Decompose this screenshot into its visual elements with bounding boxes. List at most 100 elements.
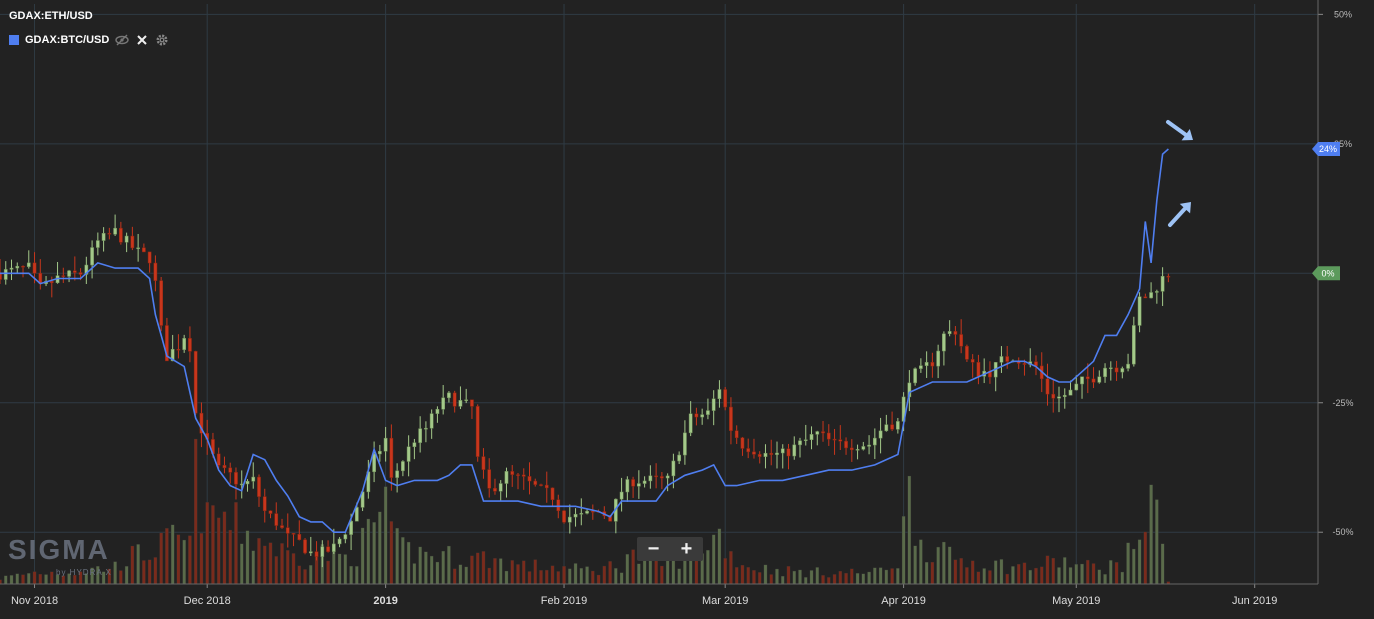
candle bbox=[896, 421, 900, 430]
volume-bar bbox=[1132, 548, 1136, 585]
volume-bar bbox=[930, 561, 935, 585]
volume-bar bbox=[182, 539, 186, 585]
volume-bar bbox=[746, 567, 750, 585]
volume-bar bbox=[263, 545, 267, 585]
last-value-text: 24% bbox=[1319, 144, 1337, 154]
volume-bar bbox=[113, 561, 117, 585]
volume-bar bbox=[562, 566, 566, 585]
candle bbox=[470, 399, 474, 407]
x-tick-label: Mar 2019 bbox=[702, 595, 748, 607]
candle bbox=[1080, 376, 1084, 385]
volume-bar bbox=[1120, 571, 1125, 585]
candle bbox=[642, 480, 647, 484]
volume-bar bbox=[1097, 569, 1102, 585]
candle bbox=[976, 362, 981, 377]
volume-bar bbox=[827, 577, 831, 585]
volume-bar bbox=[326, 560, 330, 585]
zoom-out-button[interactable]: − bbox=[647, 538, 660, 560]
close-icon[interactable] bbox=[135, 33, 149, 47]
volume-bar bbox=[378, 511, 382, 585]
volume-bar bbox=[498, 558, 503, 585]
candle bbox=[228, 467, 233, 473]
candle bbox=[780, 448, 785, 454]
volume-bar bbox=[757, 572, 762, 585]
volume-bar bbox=[21, 574, 25, 585]
candle bbox=[809, 434, 814, 440]
candle bbox=[498, 483, 503, 492]
candle bbox=[458, 400, 463, 407]
candle bbox=[297, 534, 302, 541]
volume-bar bbox=[1091, 563, 1096, 585]
gear-icon[interactable] bbox=[155, 33, 169, 47]
candle bbox=[481, 456, 486, 470]
candle bbox=[1045, 378, 1050, 395]
candle bbox=[401, 461, 405, 472]
candle bbox=[1149, 292, 1153, 299]
candle bbox=[447, 392, 451, 399]
volume-bar bbox=[297, 565, 302, 585]
volume-bar bbox=[286, 550, 290, 585]
sigma-logo: SIGMA bbox=[8, 534, 110, 565]
candle bbox=[1091, 378, 1096, 383]
candle bbox=[884, 424, 889, 432]
candle bbox=[671, 460, 676, 477]
candle bbox=[395, 470, 399, 478]
arrow-up-right-icon bbox=[1168, 202, 1191, 227]
candle bbox=[441, 397, 446, 410]
x-tick-label: Dec 2018 bbox=[184, 595, 231, 607]
volume-bar bbox=[355, 566, 359, 585]
eye-slash-icon[interactable] bbox=[115, 33, 130, 47]
candle bbox=[1131, 325, 1136, 365]
candle bbox=[567, 516, 572, 523]
y-tick-label: -25% bbox=[1332, 398, 1353, 408]
last-value-badge bbox=[1312, 266, 1340, 281]
candle bbox=[475, 406, 480, 457]
last-value-text: 0% bbox=[1321, 268, 1334, 278]
volume-bar bbox=[1103, 574, 1107, 585]
volume-bar bbox=[821, 575, 825, 585]
candle bbox=[832, 438, 837, 441]
x-tick-label: Nov 2018 bbox=[11, 595, 58, 607]
volume-bar bbox=[1126, 542, 1130, 585]
candle bbox=[1160, 275, 1165, 292]
zoom-in-button[interactable]: + bbox=[680, 538, 693, 560]
volume-bar bbox=[274, 556, 278, 585]
volume-bar bbox=[429, 555, 434, 585]
candle bbox=[280, 525, 284, 528]
volume-bar bbox=[602, 565, 607, 585]
candle bbox=[1085, 376, 1090, 380]
volume-bar bbox=[568, 568, 572, 585]
volume-bar bbox=[424, 551, 428, 585]
volume-bar bbox=[44, 574, 48, 585]
candle bbox=[815, 431, 820, 435]
candle bbox=[331, 543, 336, 552]
volume-bar bbox=[159, 532, 163, 585]
volume-bar bbox=[786, 566, 791, 585]
candle bbox=[953, 331, 958, 335]
volume-bar bbox=[142, 560, 146, 585]
candle bbox=[631, 479, 635, 487]
candle bbox=[510, 471, 515, 475]
candle bbox=[919, 365, 923, 369]
candle bbox=[1022, 363, 1027, 365]
volume-bar bbox=[136, 544, 140, 585]
candle bbox=[878, 430, 883, 439]
volume-bar bbox=[936, 546, 940, 585]
candle bbox=[67, 270, 71, 277]
candle bbox=[590, 510, 595, 513]
volume-bar bbox=[447, 545, 451, 585]
candle bbox=[130, 235, 135, 249]
candle bbox=[970, 359, 975, 363]
candle bbox=[763, 452, 768, 457]
volume-bar bbox=[861, 573, 866, 585]
volume-bar bbox=[516, 564, 520, 585]
volume-bar bbox=[458, 564, 463, 585]
candle bbox=[1103, 367, 1107, 378]
candle bbox=[872, 437, 877, 446]
candle bbox=[1143, 296, 1148, 299]
candle bbox=[544, 484, 549, 489]
volume-bar bbox=[625, 554, 630, 585]
volume-bar bbox=[855, 573, 860, 585]
